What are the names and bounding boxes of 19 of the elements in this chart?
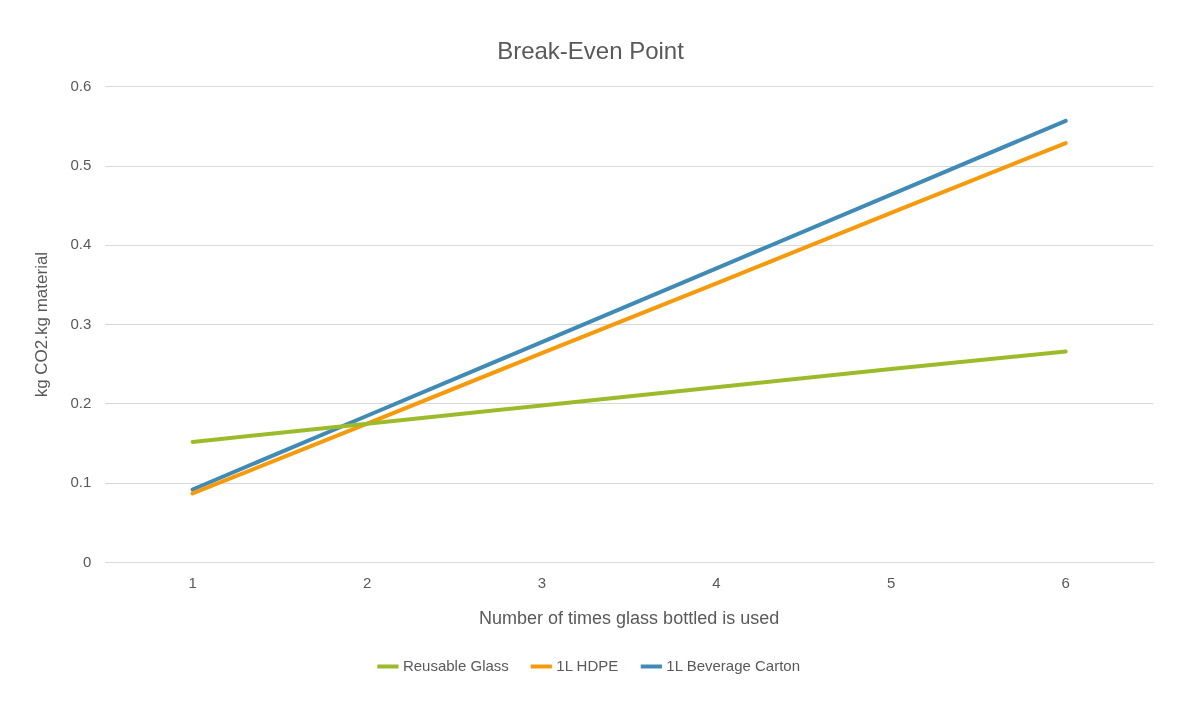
x-tick-label: 5 [886,573,896,591]
y-tick-label: 0.1 [70,473,92,491]
y-tick-label: 0.4 [70,235,92,253]
x-axis-title: Number of times glass bottled is used [479,608,780,629]
legend-label: 1L Beverage Carton [666,656,801,674]
y-tick-label: 0.5 [70,156,92,174]
y-tick-label: 0.6 [70,76,92,94]
legend-label: 1L HDPE [556,656,619,674]
x-tick-label: 6 [1061,573,1070,591]
y-tick-label: 0 [82,552,92,570]
chart-title: Break-Even Point [497,37,685,65]
legend-label: Reusable Glass [402,656,509,674]
x-tick-label: 2 [363,573,372,591]
y-tick-label: 0.3 [70,314,92,332]
y-tick-label: 0.2 [70,394,92,412]
x-tick-label: 3 [537,573,546,591]
y-axis-title: kg CO2.kg material [31,251,51,398]
x-tick-label: 1 [188,573,197,591]
x-tick-label: 4 [712,573,721,591]
